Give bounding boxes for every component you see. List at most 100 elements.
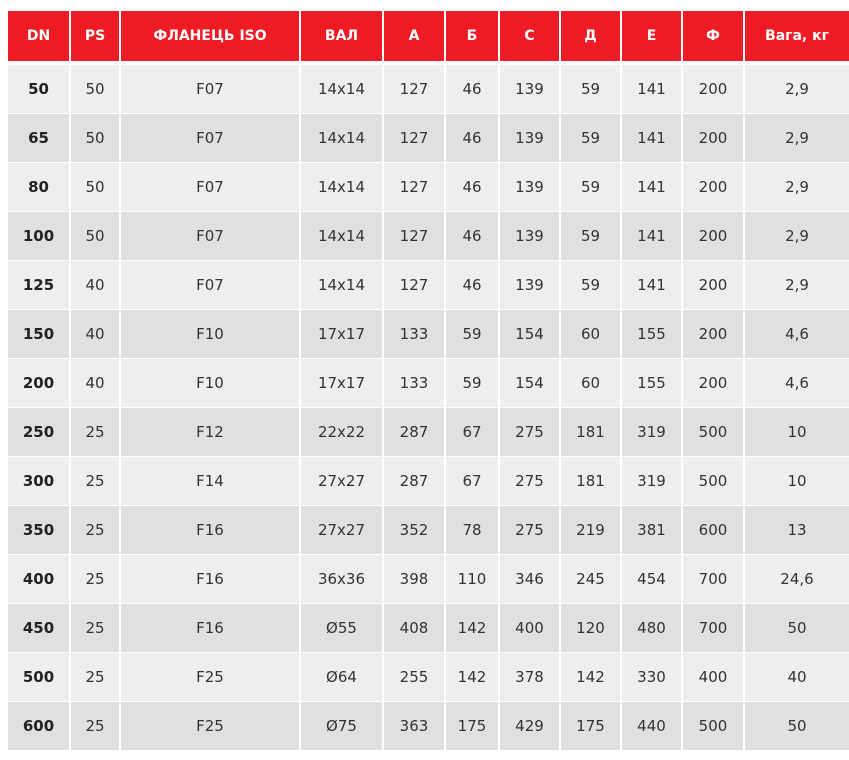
table-cell: 40	[71, 310, 119, 358]
table-cell: 255	[384, 653, 444, 701]
table-cell: 46	[446, 261, 498, 309]
table-row: 450 25 F16 Ø55 408 142 400 120 480 700 50	[8, 604, 849, 652]
table-cell: 14x14	[301, 65, 382, 113]
table-cell: 50	[71, 212, 119, 260]
table-cell: 141	[622, 163, 681, 211]
table-cell: 141	[622, 114, 681, 162]
column-header: Вага, кг	[745, 11, 849, 64]
table-cell: 500	[683, 702, 743, 750]
table-cell: 25	[71, 702, 119, 750]
table-cell: 120	[561, 604, 620, 652]
table-cell: 127	[384, 65, 444, 113]
table-cell: 22x22	[301, 408, 382, 456]
table-cell: 27x27	[301, 506, 382, 554]
table-cell: 60	[561, 359, 620, 407]
table-cell: 154	[500, 359, 559, 407]
table-cell: 50	[745, 604, 849, 652]
table-cell: F14	[121, 457, 299, 505]
table-cell: 142	[446, 653, 498, 701]
table-cell: F07	[121, 163, 299, 211]
table-cell: F10	[121, 359, 299, 407]
table-cell: 59	[561, 114, 620, 162]
table-row: 250 25 F12 22x22 287 67 275 181 319 500 10	[8, 408, 849, 456]
table-cell: 200	[683, 359, 743, 407]
table-cell: 59	[561, 212, 620, 260]
table-cell: F10	[121, 310, 299, 358]
table-cell: 352	[384, 506, 444, 554]
table-cell: 330	[622, 653, 681, 701]
column-header: PS	[71, 11, 119, 64]
table-cell: 110	[446, 555, 498, 603]
table-cell: 378	[500, 653, 559, 701]
table-row: 125 40 F07 14x14 127 46 139 59 141 200 2,9	[8, 261, 849, 309]
table-cell: 4,6	[745, 310, 849, 358]
table-cell: 200	[683, 163, 743, 211]
table-row: 500 25 F25 Ø64 255 142 378 142 330 400 40	[8, 653, 849, 701]
table-cell: F07	[121, 114, 299, 162]
table-cell: 500	[683, 457, 743, 505]
table-cell: 346	[500, 555, 559, 603]
table-cell: 17x17	[301, 310, 382, 358]
table-cell: 175	[446, 702, 498, 750]
column-header: А	[384, 11, 444, 64]
table-cell: 154	[500, 310, 559, 358]
table-cell: F07	[121, 261, 299, 309]
table-cell: 127	[384, 163, 444, 211]
table-cell: 25	[71, 555, 119, 603]
table-cell: 78	[446, 506, 498, 554]
table-cell: 139	[500, 114, 559, 162]
table-cell: 25	[71, 506, 119, 554]
table-cell: 50	[745, 702, 849, 750]
table-cell: 24,6	[745, 555, 849, 603]
table-cell: 14x14	[301, 114, 382, 162]
table-cell: 46	[446, 163, 498, 211]
table-cell: 141	[622, 65, 681, 113]
table-cell: 181	[561, 408, 620, 456]
table-cell: 287	[384, 457, 444, 505]
table-cell: 155	[622, 359, 681, 407]
table-cell: 50	[8, 65, 69, 113]
table-cell: 450	[8, 604, 69, 652]
table-cell: 219	[561, 506, 620, 554]
table-cell: 2,9	[745, 114, 849, 162]
column-header: Ф	[683, 11, 743, 64]
table-cell: 4,6	[745, 359, 849, 407]
table-cell: 80	[8, 163, 69, 211]
table-cell: 139	[500, 65, 559, 113]
table-cell: 59	[446, 310, 498, 358]
table-cell: 139	[500, 212, 559, 260]
table-cell: 142	[446, 604, 498, 652]
table-cell: 25	[71, 653, 119, 701]
table-cell: 27x27	[301, 457, 382, 505]
table-cell: 133	[384, 310, 444, 358]
table-cell: 400	[8, 555, 69, 603]
table-cell: F12	[121, 408, 299, 456]
column-header: ФЛАНЕЦЬ ISO	[121, 11, 299, 64]
table-row: 600 25 F25 Ø75 363 175 429 175 440 500 50	[8, 702, 849, 750]
table-cell: 181	[561, 457, 620, 505]
table-cell: 440	[622, 702, 681, 750]
table-cell: 2,9	[745, 65, 849, 113]
table-row: 100 50 F07 14x14 127 46 139 59 141 200 2,9	[8, 212, 849, 260]
table-cell: 400	[500, 604, 559, 652]
table-row: 65 50 F07 14x14 127 46 139 59 141 200 2,9	[8, 114, 849, 162]
table-cell: Ø75	[301, 702, 382, 750]
table-cell: 139	[500, 163, 559, 211]
table-cell: 65	[8, 114, 69, 162]
table-cell: 59	[561, 261, 620, 309]
table-cell: F16	[121, 604, 299, 652]
table-cell: 141	[622, 261, 681, 309]
table-cell: 200	[683, 65, 743, 113]
table-cell: 100	[8, 212, 69, 260]
table-row: 50 50 F07 14x14 127 46 139 59 141 200 2,9	[8, 65, 849, 113]
table-cell: 700	[683, 604, 743, 652]
table-cell: 60	[561, 310, 620, 358]
table-cell: 50	[71, 65, 119, 113]
table-cell: 40	[745, 653, 849, 701]
table-cell: Ø55	[301, 604, 382, 652]
table-row: 400 25 F16 36x36 398 110 346 245 454 700 24,6	[8, 555, 849, 603]
table-cell: 25	[71, 604, 119, 652]
table-cell: 363	[384, 702, 444, 750]
table-row: 350 25 F16 27x27 352 78 275 219 381 600 13	[8, 506, 849, 554]
table-cell: 245	[561, 555, 620, 603]
